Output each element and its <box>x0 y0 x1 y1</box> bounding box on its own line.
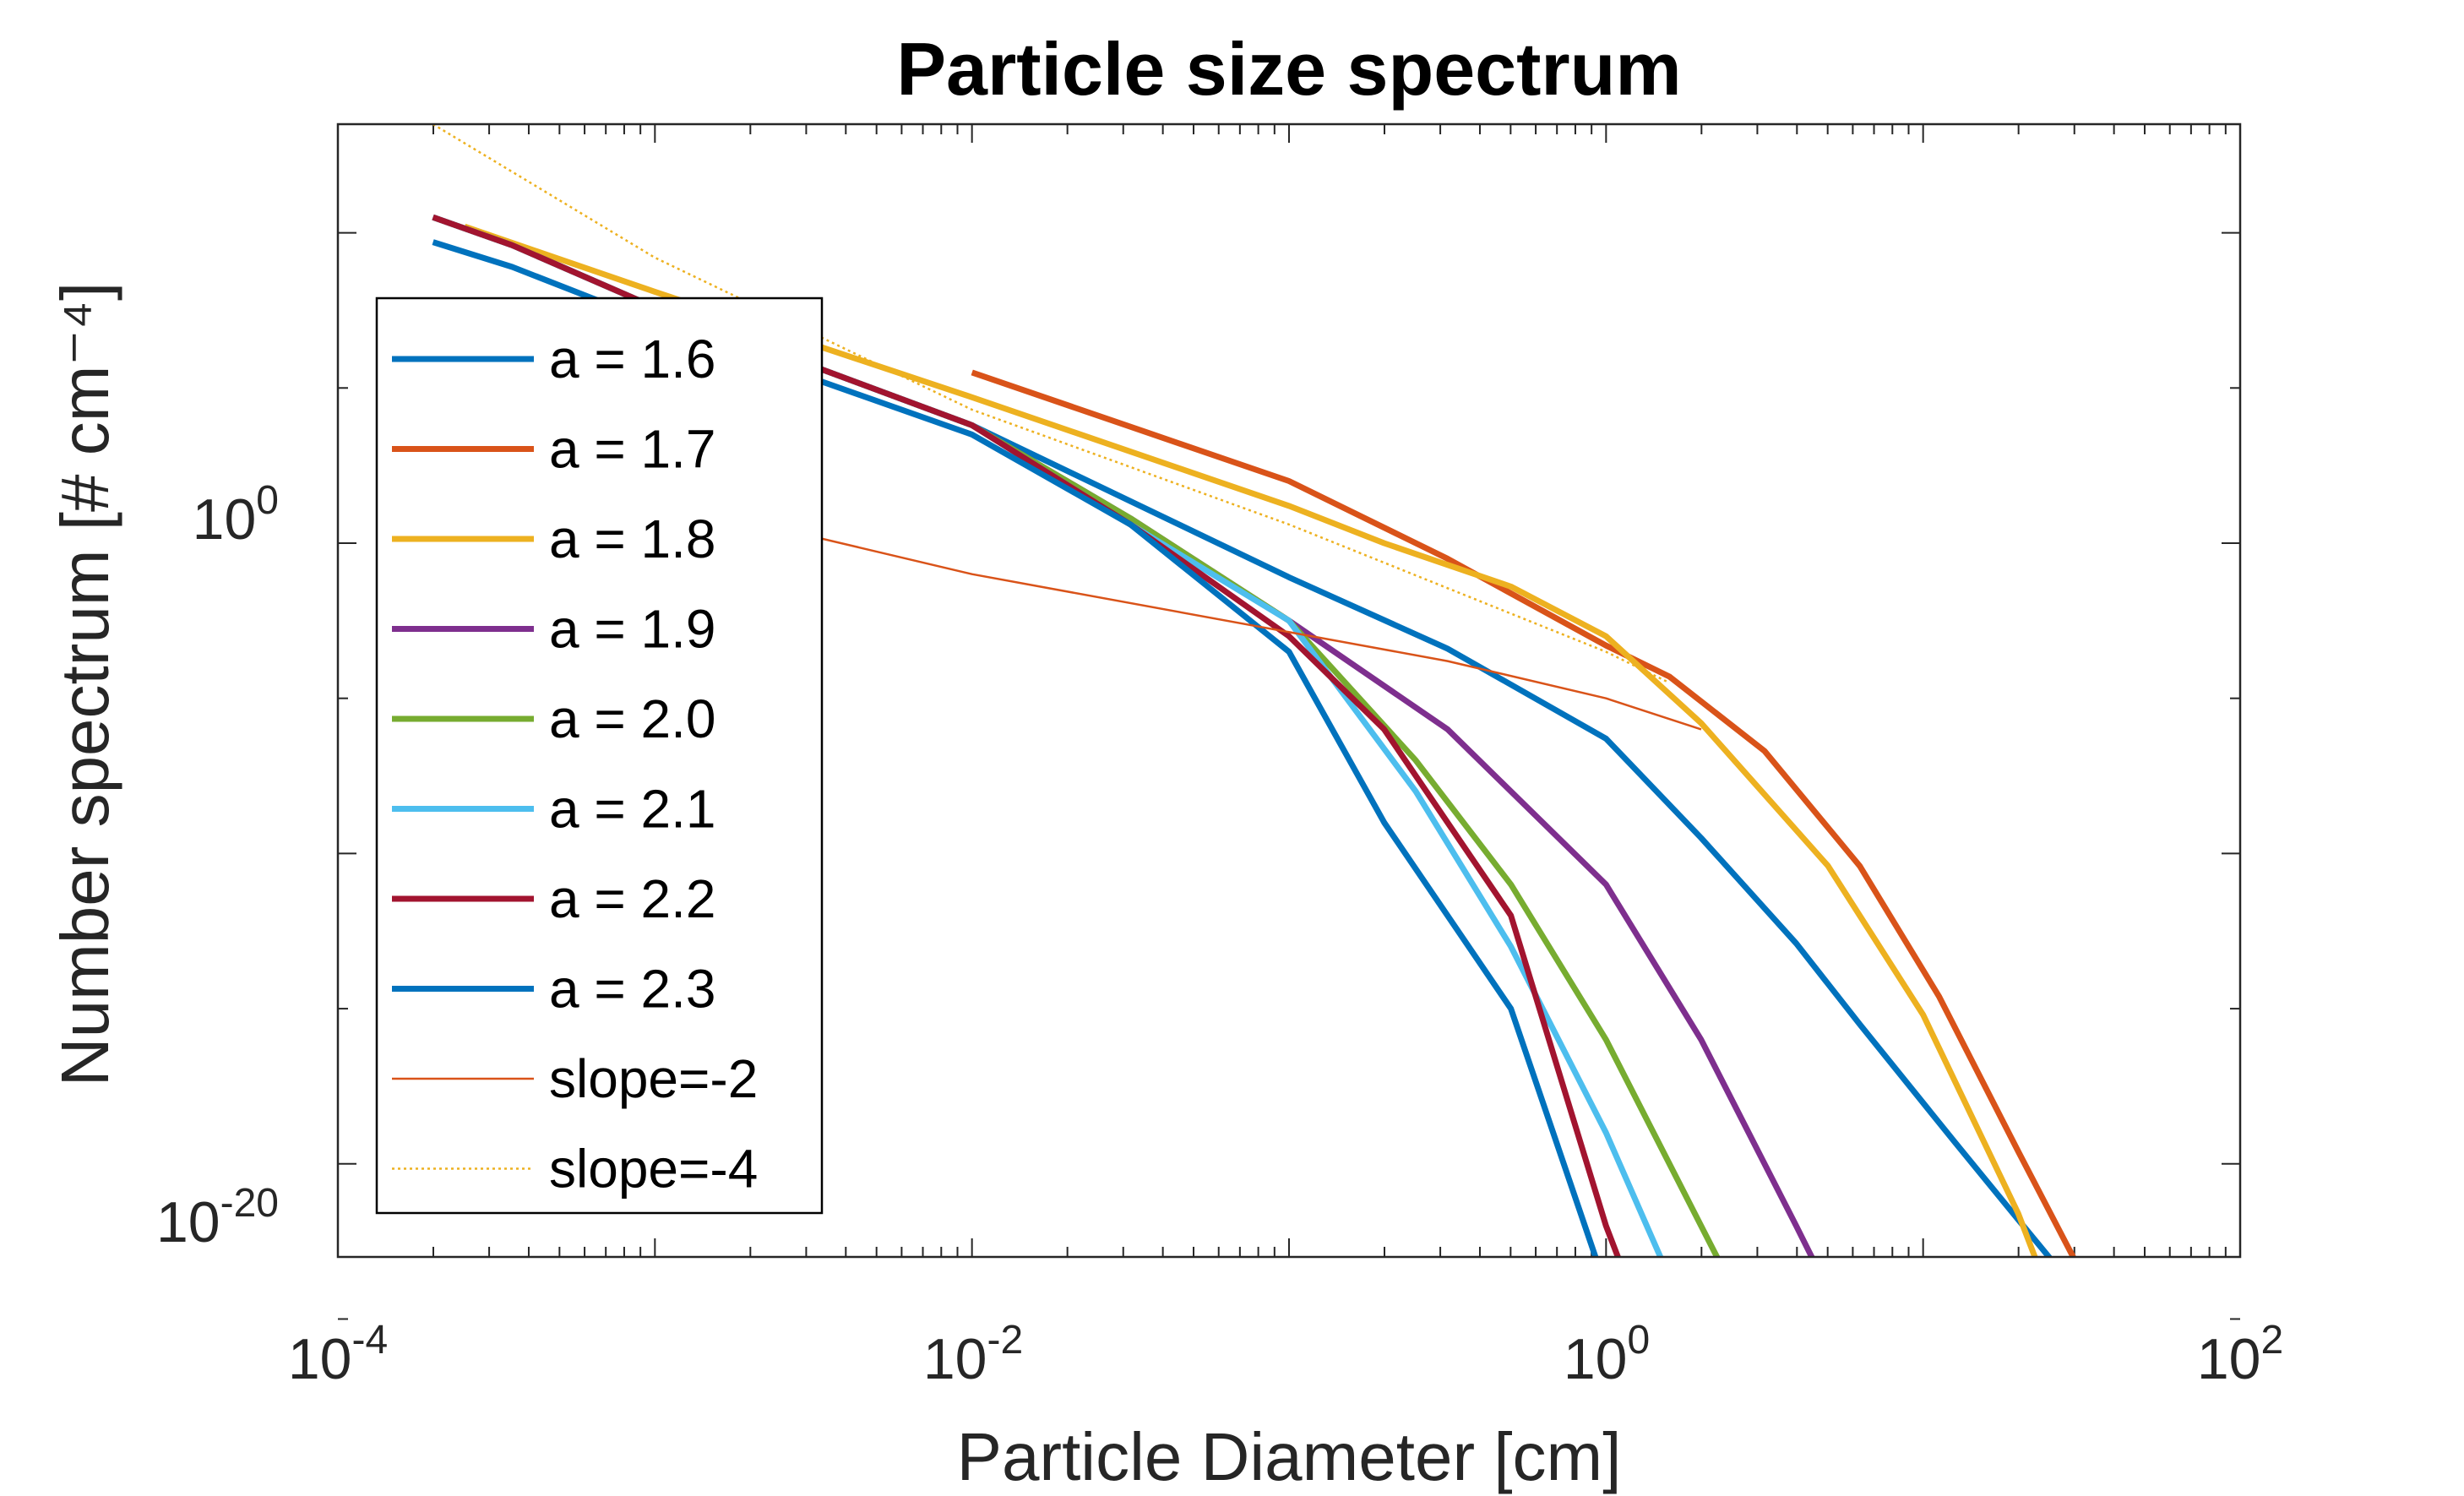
x-tick-label: 10-2 <box>923 1318 1023 1391</box>
x-tick-label: 100 <box>1564 1318 1650 1391</box>
legend-label: a = 1.9 <box>549 599 716 660</box>
series-line-6 <box>432 214 1622 1257</box>
x-axis-label: Particle Diameter [cm] <box>957 1419 1622 1494</box>
x-tick-label: 102 <box>2197 1318 2283 1391</box>
legend-label: a = 1.8 <box>549 509 716 569</box>
legend-label: a = 2.3 <box>549 959 716 1020</box>
plot-frame <box>336 122 2242 1259</box>
x-tick-label: 10-4 <box>288 1318 388 1391</box>
x-tick-labels: 10-4 10-2 100 102 <box>288 1318 2283 1391</box>
legend-label: a = 2.2 <box>549 868 716 929</box>
legend-label: a = 2.0 <box>549 688 716 749</box>
series-line-8 <box>591 482 1702 731</box>
legend-label: slope=-2 <box>549 1048 758 1109</box>
y-tick-label: 10-20 <box>156 1181 279 1254</box>
y-tick-label: 100 <box>193 478 279 552</box>
legend: a = 1.6 a = 1.7 a = 1.8 a = 1.9 a = 2.0 a = 2… <box>375 296 824 1215</box>
series-line-1 <box>971 369 2077 1257</box>
series-line-9 <box>432 124 1670 684</box>
y-axis-label: Number spectrum [# cm⁻⁴] <box>47 282 122 1086</box>
legend-label: a = 1.6 <box>549 329 716 389</box>
minor-ticks <box>337 124 2241 1320</box>
legend-label: a = 2.1 <box>549 779 716 840</box>
y-tick-labels: 100 10-20 <box>156 478 279 1254</box>
legend-label: a = 1.7 <box>549 419 716 480</box>
series-line-2 <box>463 223 2038 1257</box>
legend-label: slope=-4 <box>549 1139 758 1200</box>
chart-title: Particle size spectrum <box>896 27 1681 111</box>
series-layer <box>432 124 2077 1257</box>
